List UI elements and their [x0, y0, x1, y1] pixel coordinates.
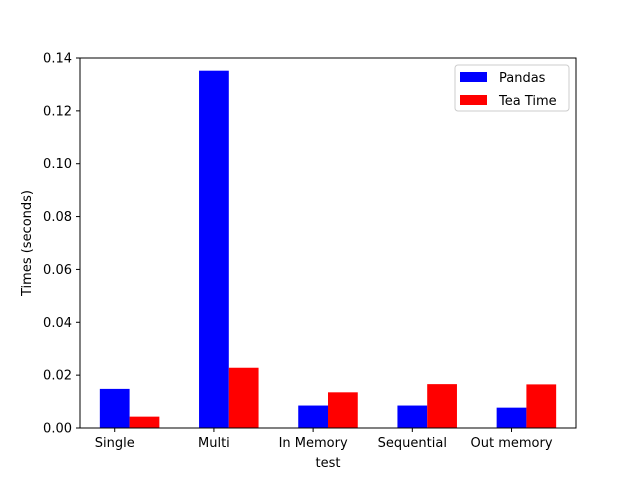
bar-tea-time-single — [129, 416, 160, 428]
y-tick-label: 0.08 — [43, 210, 72, 225]
plot-frame — [79, 57, 577, 429]
y-tick-label: 0.12 — [43, 104, 72, 119]
y-axis-title: Times (seconds) — [20, 190, 35, 297]
legend-label: Pandas — [499, 71, 546, 86]
bar-pandas-multi — [199, 70, 229, 428]
bar-pandas-single — [99, 388, 130, 428]
legend-swatch-tea-time — [460, 95, 487, 105]
x-tick-label: Sequential — [378, 436, 447, 451]
bar-tea-time-sequential — [427, 384, 457, 428]
y-tick-label: 0.06 — [43, 263, 72, 278]
bar-tea-time-out-memory — [526, 384, 557, 428]
bar-tea-time-in-memory — [328, 392, 358, 428]
bar-pandas-out-memory — [496, 407, 527, 428]
bars-layer — [99, 70, 557, 428]
legend: Pandas Tea Time — [454, 64, 570, 112]
bar-pandas-sequential — [397, 405, 428, 428]
y-tick-label: 0.10 — [43, 157, 72, 172]
x-tick-label: Multi — [198, 436, 230, 451]
bar-pandas-in-memory — [298, 405, 328, 428]
axes-layer: 0.00 0.02 0.04 0.06 0.08 0.10 0.12 0.14 Single Mu… — [20, 52, 577, 471]
x-tick-label: In Memory — [279, 436, 348, 451]
bar-tea-time-multi — [228, 367, 259, 428]
y-tick-label: 0.04 — [43, 316, 72, 331]
y-tick-label: 0.14 — [43, 52, 72, 67]
x-tick-label: Out memory — [471, 436, 553, 451]
y-tick-label: 0.00 — [43, 422, 72, 437]
x-tick-label: Single — [95, 436, 135, 451]
x-axis-title: test — [316, 456, 341, 471]
legend-label: Tea Time — [498, 94, 557, 109]
y-tick-label: 0.02 — [43, 369, 72, 384]
legend-swatch-pandas — [460, 72, 487, 82]
